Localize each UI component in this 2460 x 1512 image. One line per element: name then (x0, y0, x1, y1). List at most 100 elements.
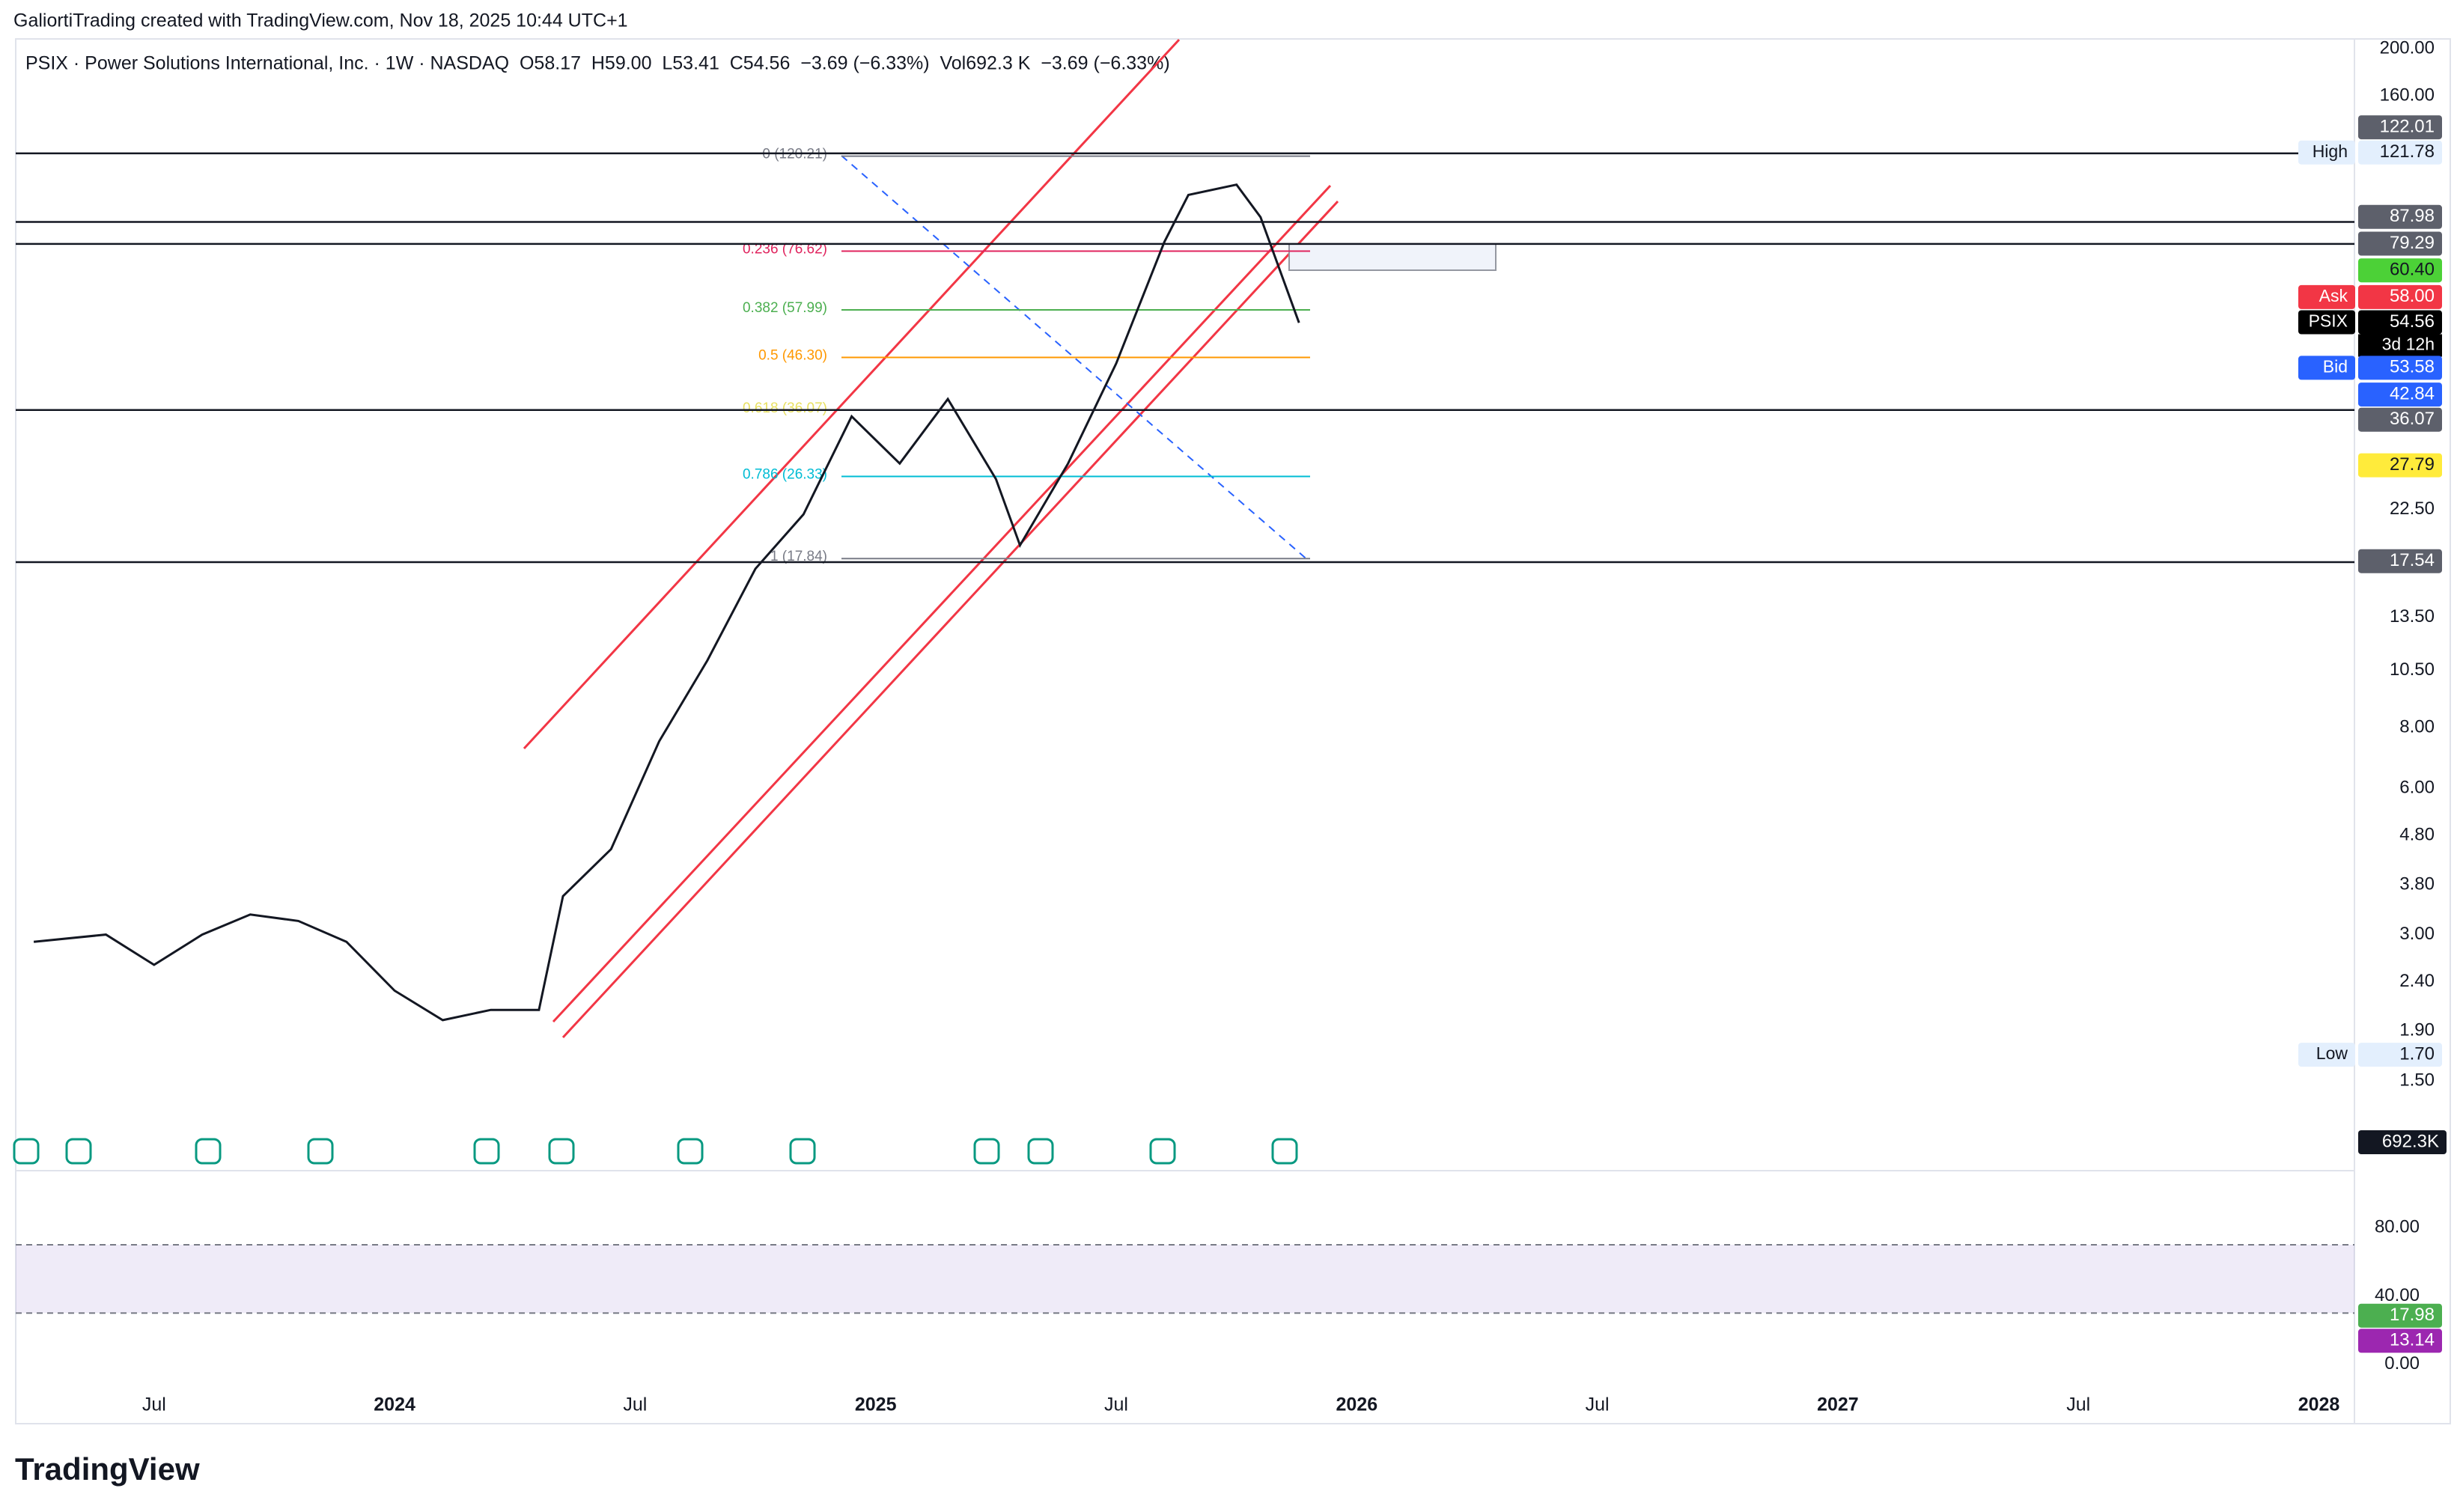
earnings-marker (973, 1138, 1000, 1165)
x-tick-label: Jul (142, 1394, 166, 1415)
fib-label: 0.5 (46.30) (758, 347, 827, 363)
price-tag (2358, 231, 2442, 256)
x-tick-label: 2025 (855, 1394, 897, 1415)
y-tick-label: 13.50 (2390, 606, 2435, 627)
y-tick-label: 1.50 (2399, 1070, 2435, 1090)
tag-caption-bg (2298, 140, 2355, 165)
osc-tag (2358, 1329, 2442, 1353)
symbol-line: PSIX · Power Solutions International, In… (25, 53, 1170, 74)
price-tag-text: 79.29 (2390, 233, 2435, 253)
price-tag (2358, 549, 2442, 573)
price-tag-text: 27.79 (2390, 454, 2435, 475)
price-tag-text: 122.01 (2380, 116, 2435, 136)
osc-tag (2358, 1303, 2442, 1328)
attribution: GaliortiTrading created with TradingView… (13, 10, 628, 31)
price-tag (2358, 115, 2442, 140)
fib-label: 0.786 (26.33) (743, 467, 827, 483)
tag-caption: Low (2316, 1043, 2348, 1063)
y-tick-label: 160.00 (2380, 85, 2435, 105)
fib-label: 1 (17.84) (770, 549, 827, 564)
price-tag (2358, 258, 2442, 283)
earnings-marker (307, 1138, 334, 1165)
y-tick-label: 22.50 (2390, 499, 2435, 519)
earnings-marker (677, 1138, 704, 1165)
price-tag (2358, 356, 2442, 380)
volume-tag: 692.3K (2382, 1131, 2439, 1151)
trend-line (523, 38, 1181, 750)
price-tag (2358, 407, 2442, 432)
fib-label: 0.618 (36.07) (743, 400, 827, 416)
x-tick-label: 2028 (2298, 1394, 2340, 1415)
tag-sub: 3d 12h (2382, 335, 2435, 354)
fib-trend (841, 155, 1310, 562)
price-tag-text: 58.00 (2390, 286, 2435, 306)
earnings-marker (195, 1138, 222, 1165)
price-tag-text: 121.78 (2380, 141, 2435, 162)
volume-tag-bg (2358, 1130, 2447, 1154)
y-tick-label: 10.50 (2390, 659, 2435, 680)
y-tick-label: 2.40 (2399, 971, 2435, 991)
frame (15, 38, 2451, 1424)
tag-caption-bg (2298, 356, 2355, 380)
earnings-marker (473, 1138, 500, 1165)
tag-caption: Ask (2319, 286, 2348, 305)
x-tick-label: Jul (2066, 1394, 2090, 1415)
price-tag (2358, 453, 2442, 478)
price-tag (2358, 382, 2442, 407)
earnings-marker (1149, 1138, 1176, 1165)
tag-caption-bg (2298, 1043, 2355, 1067)
osc-tag-text: 17.98 (2390, 1305, 2435, 1325)
price-tag (2358, 284, 2442, 309)
price-tag (2358, 204, 2442, 229)
tag-caption-bg (2298, 310, 2355, 335)
osc-tick-label: 0.00 (2384, 1353, 2420, 1374)
tag-caption: Bid (2323, 356, 2348, 376)
y-tick-label: 8.00 (2399, 717, 2435, 737)
y-tick-label: 3.80 (2399, 874, 2435, 894)
price-tag-text: 36.07 (2390, 409, 2435, 429)
y-tick-label: 6.00 (2399, 778, 2435, 798)
price-tag (2358, 140, 2442, 165)
price-line (33, 183, 1300, 1022)
tag-caption: PSIX (2309, 311, 2348, 331)
earnings-marker (1027, 1138, 1054, 1165)
price-tag-text: 17.54 (2390, 550, 2435, 570)
price-tag (2358, 1043, 2442, 1067)
gap-zone (1288, 243, 1497, 271)
price-tag-text: 1.70 (2399, 1043, 2435, 1064)
x-tick-label: Jul (1104, 1394, 1128, 1415)
osc-tick-label: 80.00 (2375, 1216, 2420, 1237)
earnings-marker (548, 1138, 575, 1165)
price-tag-text: 60.40 (2390, 260, 2435, 280)
y-tick-label: 3.00 (2399, 924, 2435, 944)
price-tag (2358, 310, 2442, 335)
tag-caption-bg (2298, 284, 2355, 309)
trend-line (552, 184, 1332, 1023)
fib-label: 0.236 (76.62) (743, 242, 827, 257)
tag-caption: High (2313, 141, 2348, 161)
x-tick-label: Jul (623, 1394, 647, 1415)
x-tick-label: 2026 (1336, 1394, 1377, 1415)
y-tick-label: 1.90 (2399, 1020, 2435, 1040)
osc-band (16, 1244, 2354, 1314)
x-tick-label: 2024 (374, 1394, 415, 1415)
price-tag-text: 53.58 (2390, 357, 2435, 377)
earnings-marker (1271, 1138, 1298, 1165)
earnings-marker (789, 1138, 816, 1165)
logo (22, 720, 49, 734)
trend-line (561, 200, 1339, 1039)
price-tag-text: 87.98 (2390, 206, 2435, 226)
fib-label: 0.382 (57.99) (743, 300, 827, 316)
earnings-marker (13, 1138, 40, 1165)
earnings-marker (65, 1138, 92, 1165)
y-tick-label: 200.00 (2380, 37, 2435, 58)
price-tag-text: 54.56 (2390, 311, 2435, 332)
osc-tick-label: 40.00 (2375, 1285, 2420, 1305)
brand: TradingView (15, 1451, 200, 1487)
x-tick-label: Jul (1586, 1394, 1610, 1415)
price-tag-text: 42.84 (2390, 383, 2435, 403)
tag-sub-bg (2358, 334, 2442, 357)
y-tick-label: 4.80 (2399, 825, 2435, 845)
